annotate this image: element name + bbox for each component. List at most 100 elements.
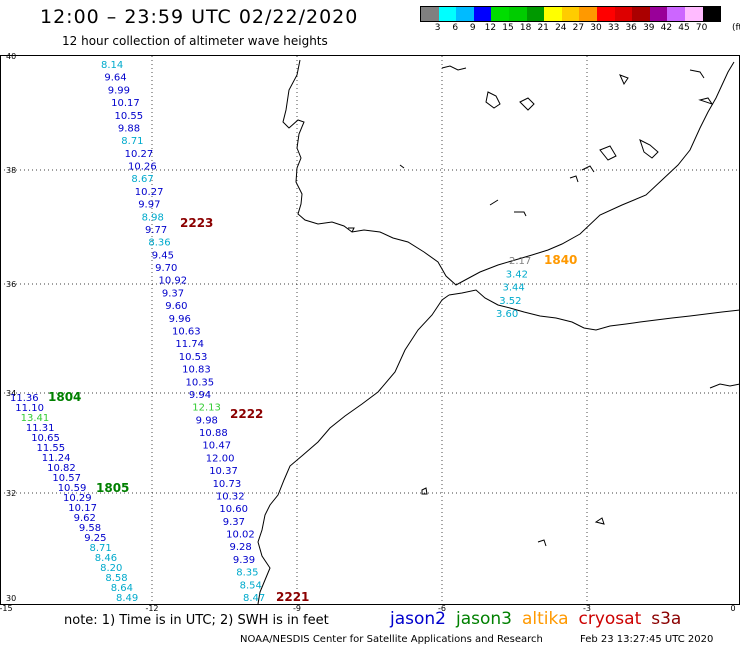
legend-unit: (ft) xyxy=(732,23,740,33)
wave-height-value: 8.20 xyxy=(100,563,122,574)
legend-label: 42 xyxy=(660,23,673,33)
legend-swatches xyxy=(420,6,722,22)
legend-swatch xyxy=(508,7,527,21)
footnote: note: 1) Time is in UTC; 2) SWH is in fe… xyxy=(64,613,329,628)
island-9 xyxy=(569,175,579,183)
island-15 xyxy=(514,211,527,217)
island-balearic xyxy=(639,139,659,159)
wave-height-value: 8.98 xyxy=(142,212,164,223)
legend-swatch xyxy=(526,7,545,21)
wave-height-value: 9.60 xyxy=(165,301,187,312)
iberia-coast xyxy=(282,59,735,286)
island-12 xyxy=(594,517,605,525)
legend-label: 36 xyxy=(625,23,637,33)
wave-height-value: 10.35 xyxy=(186,377,215,388)
island-14 xyxy=(348,227,355,233)
wave-height-value: 8.67 xyxy=(131,174,153,185)
wave-height-value: 10.82 xyxy=(47,463,76,474)
lon-tick-label: -15 xyxy=(0,604,13,613)
pass-label: 2222 xyxy=(230,407,263,421)
satellite-name: cryosat xyxy=(578,609,642,629)
island-1 xyxy=(441,65,467,71)
legend-swatch xyxy=(684,7,703,21)
wave-height-value: 8.58 xyxy=(105,573,127,584)
wave-height-value: 10.37 xyxy=(209,466,238,477)
axis-labels: -15 -12 -9 -6 -3 0 40 38 36 34 32 30 xyxy=(0,52,736,613)
wave-height-value: 11.55 xyxy=(37,443,66,454)
wave-height-value: 8.46 xyxy=(95,553,117,564)
legend-labels: 3 6 9 12 15 18 21 24 27 30 33 36 39 42 45 70 xyxy=(420,23,740,37)
wave-height-value: 9.88 xyxy=(118,123,140,134)
wave-height-value: 3.60 xyxy=(496,309,518,320)
wave-height-value: 8.47 xyxy=(243,593,265,604)
island-6 xyxy=(698,97,714,105)
wave-height-value: 10.27 xyxy=(135,187,164,198)
morocco-atlantic-coast xyxy=(257,294,450,605)
legend-label: 30 xyxy=(590,23,602,33)
lon-tick-label: -3 xyxy=(583,604,591,613)
lon-tick-label: -6 xyxy=(438,604,446,613)
lat-tick-label: 34 xyxy=(6,389,16,398)
island-11 xyxy=(421,487,428,495)
wave-height-value: 10.26 xyxy=(128,162,157,173)
pass-label: 1840 xyxy=(544,253,577,267)
satellite-name: jason3 xyxy=(456,609,512,629)
wave-height-value: 10.55 xyxy=(115,111,144,122)
north-africa-med-coast xyxy=(448,289,740,331)
legend-label: 18 xyxy=(519,23,532,33)
graticule xyxy=(0,56,740,604)
wave-height-value: 8.36 xyxy=(148,238,170,249)
wave-height-value: 3.44 xyxy=(503,283,525,294)
legend-swatch xyxy=(632,7,650,21)
wave-height-value: 10.59 xyxy=(58,483,87,494)
legend-swatch xyxy=(596,7,615,21)
wave-height-value: 10.63 xyxy=(172,327,201,338)
wave-height-value: 11.31 xyxy=(26,423,55,434)
legend-swatch xyxy=(456,7,474,21)
lat-tick-label: 38 xyxy=(6,166,16,175)
legend-swatch xyxy=(561,7,580,21)
wave-height-value: 9.99 xyxy=(108,85,130,96)
wave-height-value: 9.45 xyxy=(152,250,174,261)
legend-label: 21 xyxy=(537,23,549,33)
lat-tick-label: 36 xyxy=(6,280,16,289)
wave-height-value: 9.58 xyxy=(79,523,101,534)
wave-height-value: 9.94 xyxy=(189,390,211,401)
pass-label: 2221 xyxy=(276,590,309,604)
lon-tick-label: -12 xyxy=(145,604,158,613)
pass-label: 1804 xyxy=(48,390,81,404)
pass-label: 1805 xyxy=(96,481,129,495)
legend-swatch xyxy=(491,7,509,21)
map-frame xyxy=(0,55,740,605)
coastline xyxy=(257,59,740,605)
legend-label: 70 xyxy=(695,23,708,33)
legend-swatch xyxy=(667,7,685,21)
pass-label: 2223 xyxy=(180,216,213,230)
island-5 xyxy=(689,69,705,79)
legend-label: 3 xyxy=(434,23,441,33)
legend-label: 27 xyxy=(572,23,585,33)
wave-height-value: 9.77 xyxy=(145,225,167,236)
legend-label: 39 xyxy=(643,23,655,33)
lat-tick-label: 30 xyxy=(6,594,16,603)
legend-swatch xyxy=(544,7,562,21)
satellite-name: s3a xyxy=(651,609,682,629)
wave-height-value: 9.37 xyxy=(223,517,245,528)
wave-height-value: 3.52 xyxy=(499,296,521,307)
wave-height-value: 10.27 xyxy=(125,149,154,160)
wave-height-value: 12.00 xyxy=(206,453,235,464)
credit-text: NOAA/NESDIS Center for Satellite Applica… xyxy=(240,634,543,645)
island-3 xyxy=(519,97,535,111)
wave-height-value: 10.47 xyxy=(202,441,231,452)
wave-height-value: 9.98 xyxy=(196,415,218,426)
wave-height-value: 10.57 xyxy=(52,473,81,484)
wave-height-value: 9.70 xyxy=(155,263,177,274)
wave-height-value: 9.37 xyxy=(162,288,184,299)
satellite-name: altika xyxy=(522,609,569,629)
observations: 8.14 9.649.99 10.17 10.559.88 8.71 10.27 10.26… xyxy=(10,60,531,604)
generated-timestamp: Feb 23 13:27:45 UTC 2020 xyxy=(580,634,714,645)
island-8 xyxy=(581,165,595,173)
legend-swatch xyxy=(473,7,492,21)
